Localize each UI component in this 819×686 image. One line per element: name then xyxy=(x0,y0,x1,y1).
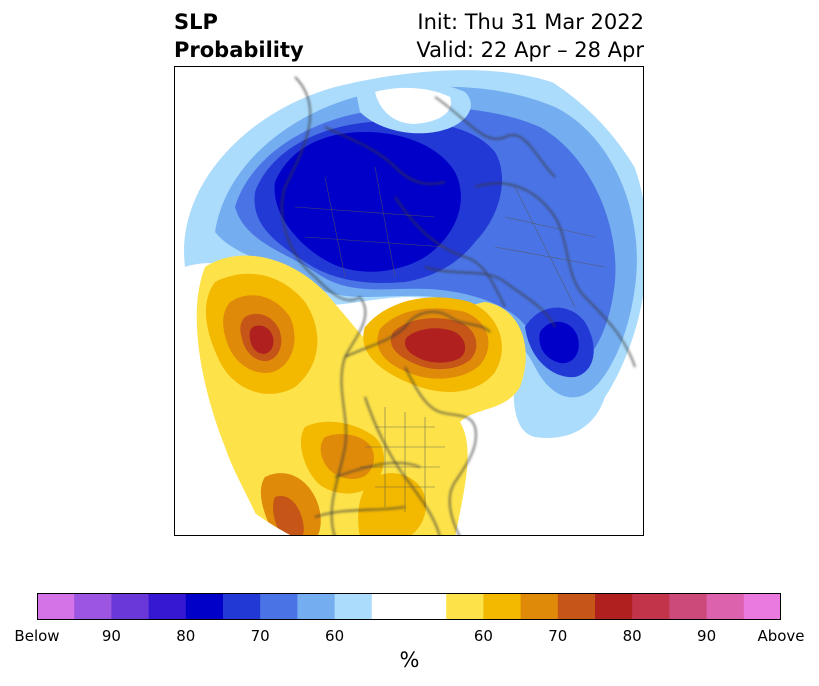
colorbar-border xyxy=(37,593,781,620)
colorbar-swatch xyxy=(74,593,112,620)
colorbar-swatch xyxy=(297,593,336,620)
colorbar-swatch xyxy=(148,593,187,620)
colorbar-swatch xyxy=(371,593,410,620)
colorbar-swatch xyxy=(185,593,224,620)
colorbar-swatch xyxy=(483,593,522,620)
valid-range: Valid: 22 Apr – 28 Apr xyxy=(416,38,644,62)
colorbar-swatch xyxy=(520,593,559,620)
colorbar-tick-label: 70 xyxy=(250,627,270,645)
colorbar-tick-label: 90 xyxy=(101,627,121,645)
border-lines xyxy=(294,166,606,512)
colorbar-swatch xyxy=(223,593,261,620)
colorbar-swatch xyxy=(706,593,745,620)
colorbar-swatch xyxy=(111,593,150,620)
colorbar-swatch xyxy=(334,593,373,620)
title-metric: Probability xyxy=(174,38,304,62)
probability-field xyxy=(184,70,643,535)
title-variable: SLP xyxy=(174,10,218,34)
colorbar-swatch xyxy=(446,593,484,620)
colorbar-unit-label: % xyxy=(399,648,420,672)
colorbar-tick-label: 80 xyxy=(622,627,642,645)
colorbar-tick-label: Above xyxy=(757,627,805,645)
map-panel xyxy=(174,66,644,536)
colorbar-tick-label: Below xyxy=(14,627,60,645)
colorbar-tick-labels: Below 90 80 70 60 60 70 80 90 Above xyxy=(0,627,819,647)
colorbar-swatch xyxy=(260,593,298,620)
below-normal-region xyxy=(184,70,643,438)
colorbar-swatch xyxy=(595,593,633,620)
colorbar-swatch xyxy=(37,593,75,620)
init-date: Init: Thu 31 Mar 2022 xyxy=(417,10,644,34)
probability-map xyxy=(175,67,643,535)
colorbar-swatch xyxy=(669,593,708,620)
colorbar-tick-label: 80 xyxy=(176,627,196,645)
colorbar-swatch xyxy=(557,593,596,620)
outside-globe-mask xyxy=(175,67,643,535)
colorbar-tick-label: 70 xyxy=(548,627,568,645)
colorbar-swatch xyxy=(743,593,781,620)
title-right: Init: Thu 31 Mar 2022 Valid: 22 Apr – 28… xyxy=(416,8,644,64)
colorbar-tick-label: 60 xyxy=(325,627,345,645)
colorbar-swatch xyxy=(409,593,447,620)
title-left: SLP Probability xyxy=(174,8,304,64)
colorbar xyxy=(37,593,781,620)
colorbar-tick-label: 90 xyxy=(697,627,717,645)
colorbar-swatch xyxy=(632,593,670,620)
colorbar-tick-label: 60 xyxy=(473,627,493,645)
